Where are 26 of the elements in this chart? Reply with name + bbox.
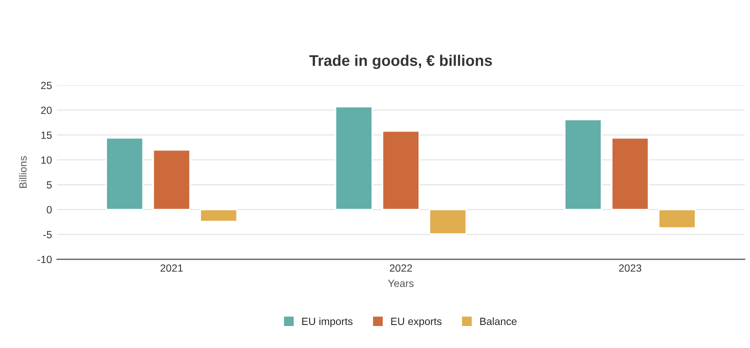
- bar: [564, 118, 602, 210]
- y-tick-label: -5: [43, 231, 52, 238]
- legend-label: EU exports: [391, 318, 442, 328]
- y-tick-label: 0: [46, 206, 52, 214]
- x-tick-label: 2021: [160, 264, 183, 272]
- bar: [611, 137, 650, 210]
- y-tick-label: 5: [46, 181, 52, 189]
- y-tick-label: 20: [41, 106, 52, 114]
- bar: [428, 208, 467, 235]
- bar: [200, 208, 238, 222]
- y-tick-label: 15: [41, 132, 52, 139]
- x-tick-label: 2022: [390, 264, 412, 272]
- y-axis-title: Billions: [19, 156, 27, 188]
- y-tick-label: 25: [41, 82, 52, 90]
- bar: [382, 130, 420, 210]
- legend-label: EU imports: [302, 317, 353, 328]
- bar: [106, 137, 144, 210]
- bar: [658, 208, 696, 229]
- y-tick-label: -10: [38, 256, 52, 264]
- bar: [334, 106, 373, 210]
- x-axis-title: Years: [388, 280, 414, 288]
- bar: [152, 149, 191, 210]
- chart-title: Trade in goods, € billions: [309, 54, 492, 70]
- x-tick-label: 2023: [619, 264, 642, 272]
- y-tick-label: 10: [41, 156, 52, 164]
- legend-label: Balance: [480, 317, 517, 326]
